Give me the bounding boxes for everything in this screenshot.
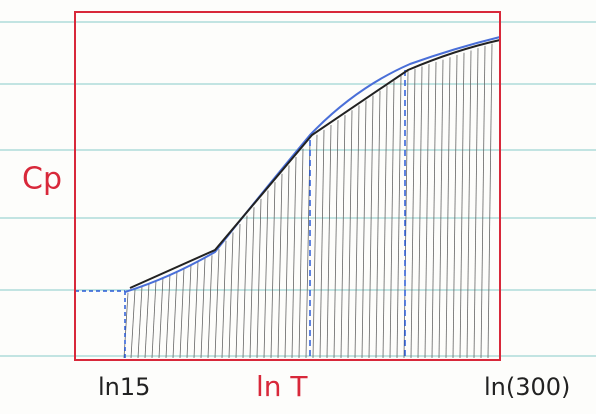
x-start-label: ln15 <box>98 373 150 401</box>
x-end-label: ln(300) <box>484 373 570 401</box>
paper <box>0 0 596 414</box>
x-axis-label: ln T <box>256 370 308 403</box>
sketch: Cp ln15 ln T ln(300) <box>0 0 596 414</box>
y-axis-label: Cp <box>22 162 62 197</box>
